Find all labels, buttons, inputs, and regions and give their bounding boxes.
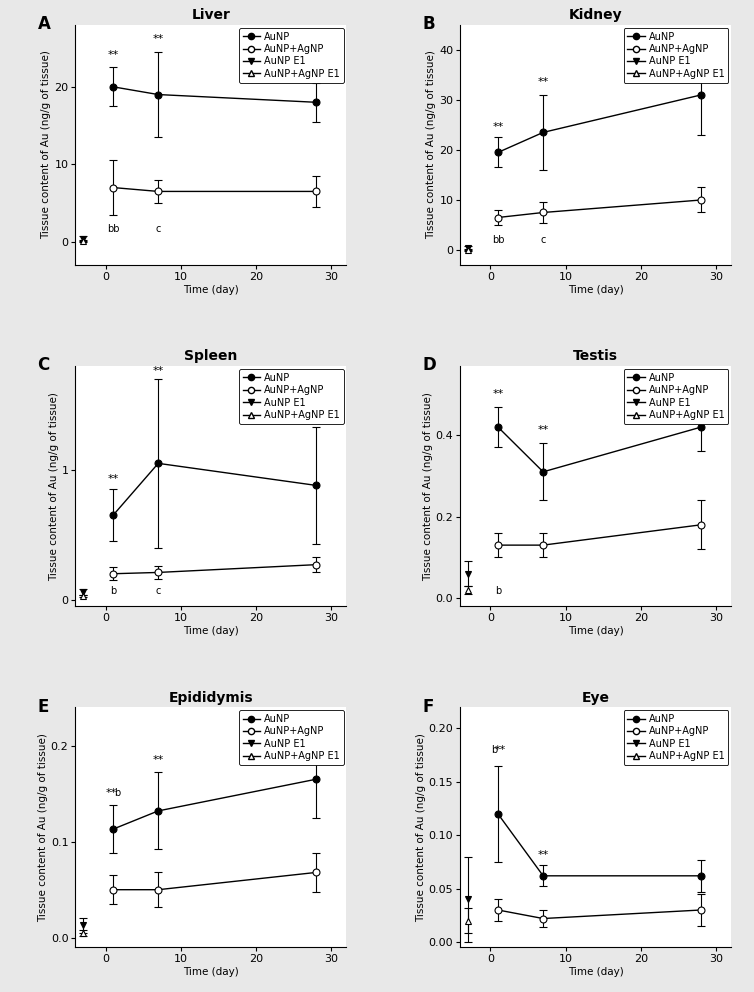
Title: Liver: Liver	[192, 8, 231, 22]
Text: **: **	[538, 77, 549, 87]
X-axis label: Time (day): Time (day)	[568, 626, 624, 636]
Title: Spleen: Spleen	[184, 349, 238, 363]
Title: Testis: Testis	[573, 349, 618, 363]
Text: **: **	[311, 412, 322, 422]
Text: bb: bb	[492, 235, 504, 245]
Text: **: **	[495, 745, 506, 755]
Text: **: **	[107, 474, 118, 484]
Text: **: **	[492, 122, 504, 132]
Legend: AuNP, AuNP+AgNP, AuNP E1, AuNP+AgNP E1: AuNP, AuNP+AgNP, AuNP E1, AuNP+AgNP E1	[624, 710, 728, 765]
X-axis label: Time (day): Time (day)	[183, 285, 239, 295]
Text: **: **	[311, 721, 322, 731]
Text: **: **	[538, 850, 549, 860]
Text: **: **	[696, 38, 707, 48]
Y-axis label: Tissue content of Au (ng/g of tissue): Tissue content of Au (ng/g of tissue)	[49, 392, 59, 580]
Text: F: F	[422, 697, 434, 715]
Text: c: c	[541, 235, 546, 245]
X-axis label: Time (day): Time (day)	[183, 967, 239, 977]
Y-axis label: Tissue content of Au (ng/g of tissue): Tissue content of Au (ng/g of tissue)	[416, 733, 426, 922]
Y-axis label: Tissue content of Au (ng/g of tissue): Tissue content of Au (ng/g of tissue)	[38, 733, 48, 922]
Text: **: **	[152, 34, 164, 45]
Text: bb: bb	[107, 224, 119, 234]
Legend: AuNP, AuNP+AgNP, AuNP E1, AuNP+AgNP E1: AuNP, AuNP+AgNP, AuNP E1, AuNP+AgNP E1	[238, 710, 344, 765]
Text: **: **	[696, 385, 707, 395]
Legend: AuNP, AuNP+AgNP, AuNP E1, AuNP+AgNP E1: AuNP, AuNP+AgNP, AuNP E1, AuNP+AgNP E1	[238, 369, 344, 424]
Y-axis label: Tissue content of Au (ng/g of tissue): Tissue content of Au (ng/g of tissue)	[41, 51, 51, 239]
Text: c: c	[155, 224, 161, 234]
Text: **: **	[492, 389, 504, 399]
Text: A: A	[38, 15, 51, 33]
Text: b: b	[115, 789, 121, 799]
Text: C: C	[38, 356, 50, 374]
Text: b: b	[110, 586, 116, 596]
Text: c: c	[155, 586, 161, 596]
Title: Epididymis: Epididymis	[169, 690, 253, 704]
X-axis label: Time (day): Time (day)	[568, 285, 624, 295]
Text: B: B	[422, 15, 435, 33]
Text: b: b	[491, 745, 498, 755]
Text: **: **	[538, 426, 549, 435]
Text: **: **	[107, 50, 118, 60]
Legend: AuNP, AuNP+AgNP, AuNP E1, AuNP+AgNP E1: AuNP, AuNP+AgNP, AuNP E1, AuNP+AgNP E1	[624, 28, 728, 82]
Text: **: **	[152, 366, 164, 376]
Text: D: D	[422, 356, 436, 374]
Y-axis label: Tissue content of Au (ng/g of tissue): Tissue content of Au (ng/g of tissue)	[427, 51, 437, 239]
Text: **: **	[105, 789, 116, 799]
Text: **: **	[152, 755, 164, 765]
Legend: AuNP, AuNP+AgNP, AuNP E1, AuNP+AgNP E1: AuNP, AuNP+AgNP, AuNP E1, AuNP+AgNP E1	[624, 369, 728, 424]
Y-axis label: Tissue content of Au (ng/g of tissue): Tissue content of Au (ng/g of tissue)	[423, 392, 433, 580]
Text: E: E	[38, 697, 49, 715]
Text: **: **	[311, 65, 322, 75]
Title: Kidney: Kidney	[569, 8, 623, 22]
Legend: AuNP, AuNP+AgNP, AuNP E1, AuNP+AgNP E1: AuNP, AuNP+AgNP, AuNP E1, AuNP+AgNP E1	[238, 28, 344, 82]
Title: Eye: Eye	[582, 690, 610, 704]
X-axis label: Time (day): Time (day)	[568, 967, 624, 977]
X-axis label: Time (day): Time (day)	[183, 626, 239, 636]
Text: b: b	[495, 586, 501, 596]
